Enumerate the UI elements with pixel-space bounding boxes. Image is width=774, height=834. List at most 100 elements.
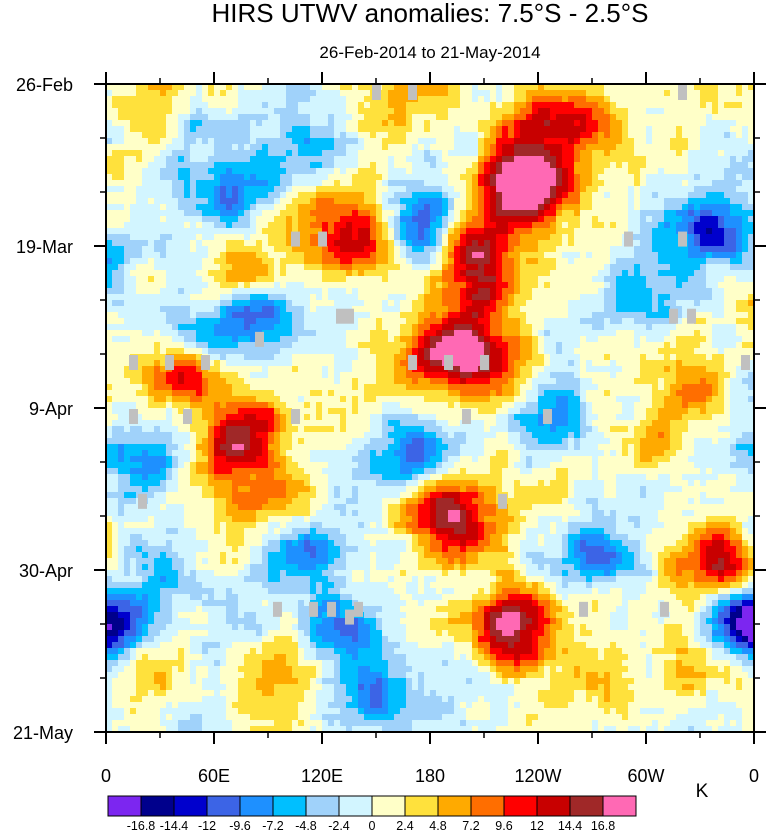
field-cell bbox=[178, 96, 185, 103]
field-cell bbox=[184, 192, 191, 199]
field-cell bbox=[238, 348, 245, 355]
field-cell bbox=[286, 264, 293, 271]
field-cell bbox=[274, 294, 281, 301]
field-cell bbox=[160, 174, 167, 181]
field-cell bbox=[124, 228, 131, 235]
field-cell bbox=[424, 126, 431, 133]
field-cell bbox=[400, 132, 407, 139]
field-cell bbox=[376, 138, 383, 145]
field-cell bbox=[526, 348, 533, 355]
field-cell bbox=[184, 132, 191, 139]
field-cell bbox=[586, 264, 593, 271]
field-cell bbox=[178, 240, 185, 247]
field-cell bbox=[706, 204, 713, 211]
field-cell bbox=[622, 276, 629, 283]
field-cell bbox=[310, 162, 317, 169]
field-cell bbox=[616, 306, 623, 313]
field-cell bbox=[172, 360, 179, 367]
field-cell bbox=[514, 354, 521, 361]
field-cell bbox=[502, 138, 509, 145]
field-cell bbox=[436, 294, 443, 301]
field-cell bbox=[610, 210, 617, 217]
field-cell bbox=[310, 252, 317, 259]
field-cell bbox=[532, 312, 539, 319]
field-cell bbox=[604, 180, 611, 187]
field-cell bbox=[640, 108, 647, 115]
field-cell bbox=[736, 162, 743, 169]
field-cell bbox=[694, 270, 701, 277]
field-cell bbox=[376, 234, 383, 241]
field-cell bbox=[598, 216, 605, 223]
field-cell bbox=[496, 222, 503, 229]
field-cell bbox=[430, 216, 437, 223]
field-cell bbox=[748, 354, 754, 361]
field-cell bbox=[268, 192, 275, 199]
field-cell bbox=[280, 276, 287, 283]
field-cell bbox=[274, 246, 281, 253]
field-cell bbox=[730, 330, 737, 337]
field-cell bbox=[364, 204, 371, 211]
field-cell bbox=[346, 150, 353, 157]
field-cell bbox=[718, 234, 725, 241]
field-cell bbox=[628, 330, 635, 337]
field-cell bbox=[658, 126, 665, 133]
field-cell bbox=[166, 312, 173, 319]
field-cell bbox=[514, 156, 521, 163]
field-cell bbox=[412, 108, 419, 115]
field-cell bbox=[214, 114, 221, 121]
field-cell bbox=[316, 108, 323, 115]
field-cell bbox=[688, 228, 695, 235]
field-cell bbox=[256, 360, 263, 367]
field-cell bbox=[238, 96, 245, 103]
field-cell bbox=[130, 246, 137, 253]
field-cell bbox=[316, 348, 323, 355]
field-cell bbox=[646, 132, 653, 139]
field-cell bbox=[652, 204, 659, 211]
field-cell bbox=[688, 120, 695, 127]
field-cell bbox=[664, 144, 671, 151]
field-cell bbox=[616, 300, 623, 307]
field-cell bbox=[304, 108, 311, 115]
field-cell bbox=[484, 312, 491, 319]
field-cell bbox=[106, 264, 113, 271]
field-cell bbox=[238, 180, 245, 187]
field-cell bbox=[112, 180, 119, 187]
field-cell bbox=[424, 318, 431, 325]
field-cell bbox=[574, 336, 581, 343]
field-cell bbox=[502, 180, 509, 187]
field-cell bbox=[652, 288, 659, 295]
field-cell bbox=[586, 318, 593, 325]
field-cell bbox=[220, 318, 227, 325]
field-cell bbox=[322, 96, 329, 103]
field-cell bbox=[346, 156, 353, 163]
field-cell bbox=[652, 300, 659, 307]
field-cell bbox=[106, 210, 113, 217]
field-cell bbox=[688, 270, 695, 277]
field-cell bbox=[340, 156, 347, 163]
field-cell bbox=[502, 96, 509, 103]
field-cell bbox=[376, 216, 383, 223]
field-cell bbox=[118, 108, 125, 115]
field-cell bbox=[190, 192, 197, 199]
field-cell bbox=[406, 246, 413, 253]
field-cell bbox=[268, 168, 275, 175]
field-cell bbox=[418, 138, 425, 145]
field-cell bbox=[352, 162, 359, 169]
field-cell bbox=[286, 288, 293, 295]
field-cell bbox=[382, 132, 389, 139]
field-cell bbox=[472, 126, 479, 133]
field-cell bbox=[628, 300, 635, 307]
field-cell bbox=[304, 318, 311, 325]
field-cell bbox=[292, 192, 299, 199]
field-cell bbox=[532, 210, 539, 217]
field-cell bbox=[658, 288, 665, 295]
field-cell bbox=[718, 120, 725, 127]
field-cell bbox=[448, 84, 455, 91]
field-cell bbox=[364, 150, 371, 157]
field-cell bbox=[652, 120, 659, 127]
field-cell bbox=[460, 144, 467, 151]
field-cell bbox=[562, 336, 569, 343]
field-cell bbox=[304, 282, 311, 289]
field-cell bbox=[430, 90, 437, 97]
field-cell bbox=[598, 204, 605, 211]
